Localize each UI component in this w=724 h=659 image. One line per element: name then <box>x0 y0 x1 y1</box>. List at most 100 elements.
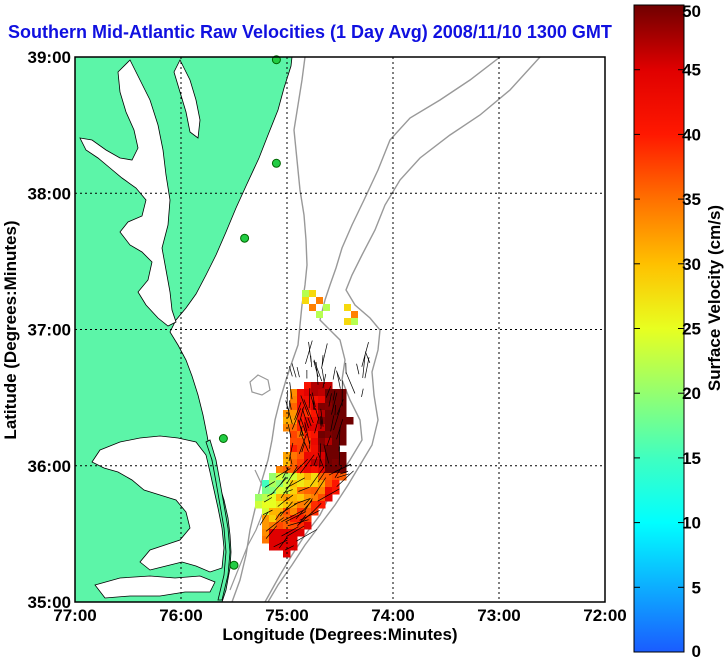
velocity-cell <box>311 452 319 460</box>
velocity-vector <box>278 503 297 515</box>
velocity-cell <box>304 480 312 488</box>
x-tick-label: 77:00 <box>53 606 96 625</box>
velocity-cell <box>316 311 323 318</box>
velocity-cell <box>325 431 333 439</box>
velocity-vector <box>280 480 294 499</box>
velocity-cell <box>297 515 305 523</box>
velocity-cell <box>332 417 340 425</box>
colorbar-tick-label: 25 <box>682 320 701 339</box>
velocity-cell <box>318 410 326 418</box>
x-tick-labels: 77:00 76:00 75:00 74:00 73:00 72:00 <box>53 606 626 625</box>
velocity-cell <box>311 389 319 397</box>
velocity-cell <box>311 410 319 418</box>
y-tick-label: 36:00 <box>28 457 71 476</box>
colorbar-tick-label: 15 <box>682 449 701 468</box>
velocity-cell <box>344 304 351 311</box>
velocity-cell <box>309 304 316 311</box>
velocity-cell <box>304 508 312 516</box>
velocity-cell <box>332 459 340 467</box>
chesapeake-bay <box>79 59 177 327</box>
velocity-vector <box>310 393 316 411</box>
velocity-cell <box>297 522 305 530</box>
velocity-cell <box>269 487 277 495</box>
velocity-cell <box>304 522 312 530</box>
velocity-cell <box>302 290 309 297</box>
velocity-cell <box>290 522 298 530</box>
velocity-cell <box>346 417 354 425</box>
velocity-cell <box>318 403 326 411</box>
velocity-vector <box>332 390 336 401</box>
velocity-cell <box>262 522 270 530</box>
velocity-cell <box>332 480 340 488</box>
velocity-cell <box>290 417 298 425</box>
velocity-cell <box>311 494 319 502</box>
velocity-vector <box>299 406 304 423</box>
colorbar <box>633 4 685 653</box>
velocity-vector <box>298 511 313 525</box>
velocity-vector <box>270 478 287 496</box>
velocity-vector <box>313 477 327 496</box>
colorbar-tick-label: 5 <box>692 578 701 597</box>
y-tick-label: 37:00 <box>28 321 71 340</box>
velocity-vector <box>328 393 332 407</box>
velocity-cell <box>332 424 340 432</box>
radar-station-marker <box>218 434 228 443</box>
velocity-cell <box>290 452 298 460</box>
pamlico-river <box>94 575 216 599</box>
pamlico-sound <box>91 435 225 573</box>
velocity-cell <box>262 494 270 502</box>
velocity-cell <box>290 438 298 446</box>
velocity-vector <box>311 392 316 407</box>
velocity-vector <box>273 539 288 548</box>
velocity-vector <box>365 351 371 363</box>
velocity-vector <box>296 367 300 378</box>
velocity-cell <box>297 501 305 509</box>
velocity-vector <box>287 400 291 418</box>
velocity-cell <box>255 494 263 502</box>
velocity-cell <box>290 389 298 397</box>
velocity-cell <box>283 487 291 495</box>
velocity-vector <box>334 466 343 478</box>
velocity-cell <box>344 318 351 325</box>
velocity-cell <box>311 508 319 516</box>
radar-station-marker <box>229 560 239 570</box>
velocity-cell <box>318 438 326 446</box>
velocity-vector <box>301 408 309 429</box>
velocity-vector <box>361 342 369 367</box>
colorbar-tick-label: 10 <box>682 514 701 533</box>
velocity-cell <box>290 410 298 418</box>
colorbar-tick-label: 30 <box>682 255 701 274</box>
y-tick-label: 39:00 <box>28 48 71 67</box>
radar-station-marker <box>271 158 281 168</box>
velocity-vector <box>284 494 294 502</box>
velocity-vector <box>338 427 341 452</box>
velocity-vector <box>336 470 354 487</box>
velocity-cell <box>318 431 326 439</box>
velocity-cell <box>318 501 326 509</box>
velocity-cell <box>297 459 305 467</box>
velocity-cell <box>339 410 347 418</box>
velocity-cell <box>339 466 347 474</box>
velocity-cell <box>318 382 326 390</box>
velocity-cell <box>290 424 298 432</box>
velocity-cell <box>290 494 298 502</box>
velocity-cell <box>339 389 347 397</box>
y-axis-label: Latitude (Degrees:Minutes) <box>1 220 20 439</box>
colorbar-label: Surface Velocity (cm/s) <box>705 205 724 391</box>
velocity-cell <box>311 438 319 446</box>
velocity-cell <box>304 487 312 495</box>
velocity-cell <box>276 466 284 474</box>
velocity-cell <box>311 424 319 432</box>
velocity-cell <box>297 494 305 502</box>
velocity-cell <box>269 536 277 544</box>
velocity-vector <box>300 395 309 417</box>
velocity-cell <box>339 459 347 467</box>
velocity-cell <box>318 389 326 397</box>
velocity-vector <box>299 510 320 521</box>
velocity-cell <box>276 487 284 495</box>
velocity-cell <box>283 536 291 544</box>
x-tick-label: 76:00 <box>159 606 202 625</box>
velocity-vector <box>308 387 311 409</box>
velocity-cell <box>290 536 298 544</box>
velocity-vector <box>325 386 331 398</box>
